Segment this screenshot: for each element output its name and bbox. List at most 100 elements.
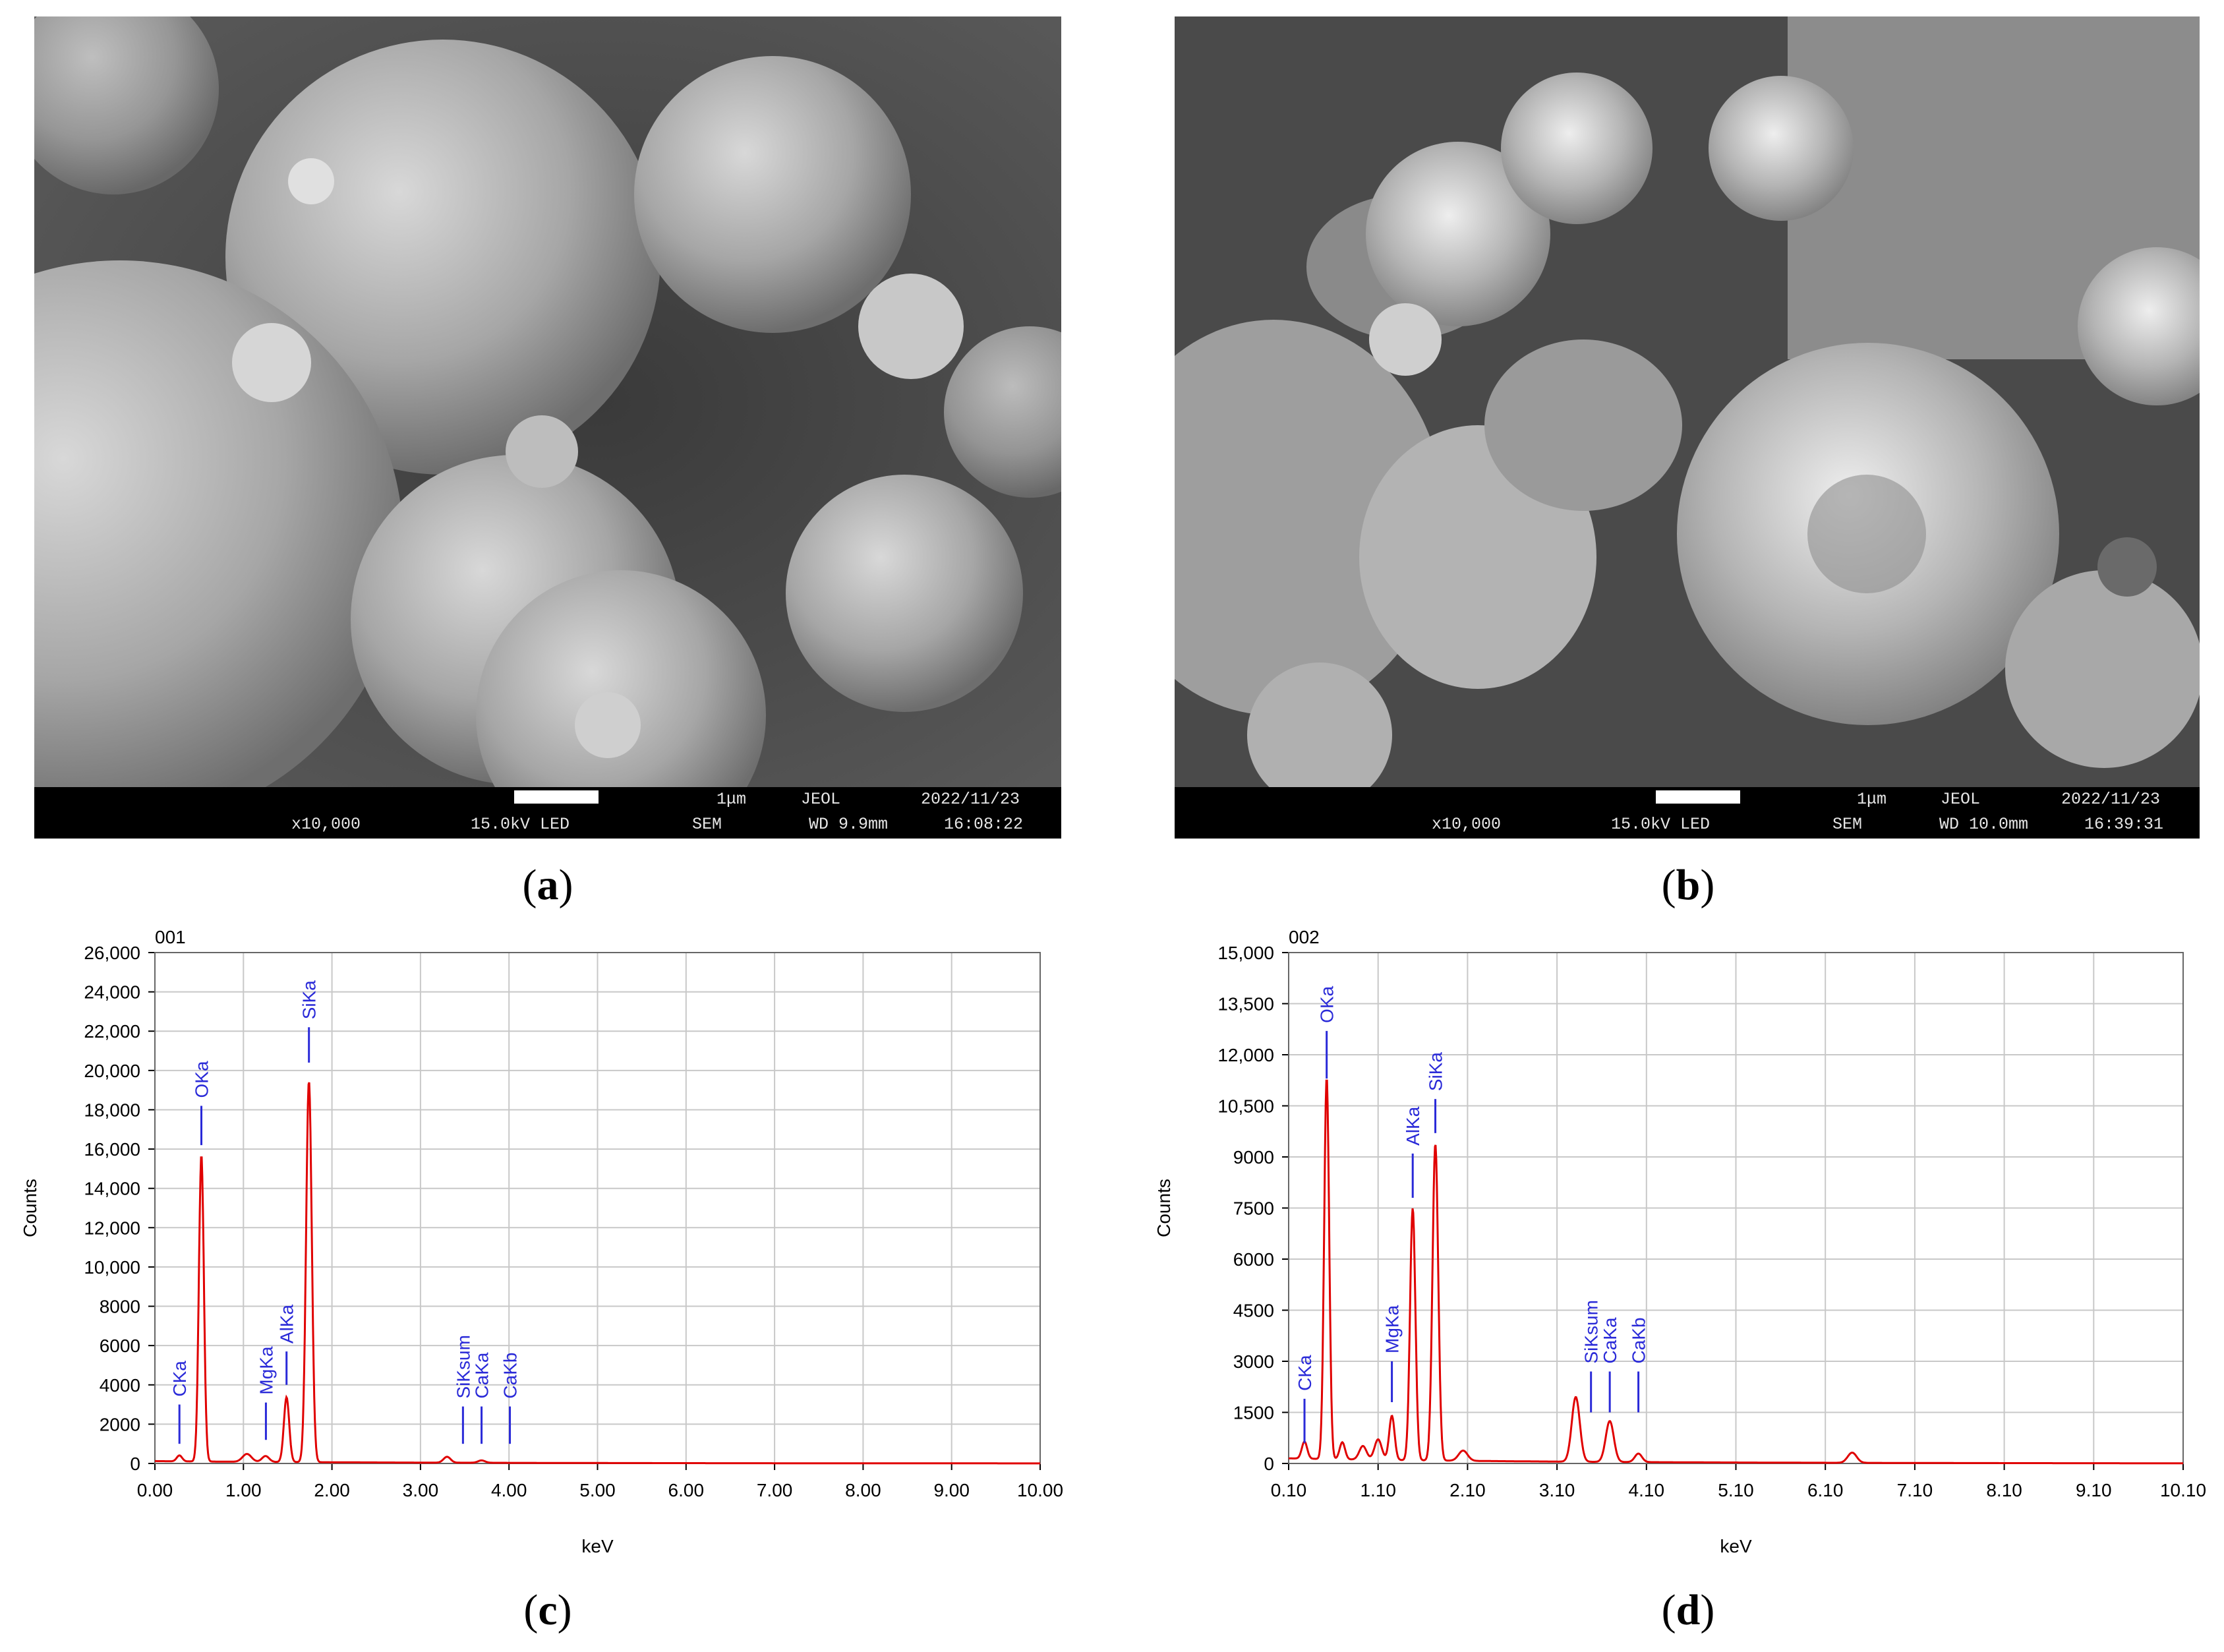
scale-text-b: 1μm (1857, 790, 1887, 809)
chart-title-c: 001 (155, 927, 186, 947)
peak-label-d: CaKb (1629, 1317, 1649, 1363)
x-tick-label-c: 4.00 (491, 1480, 527, 1500)
sem-info-bar-b: 1μm JEOL 2022/11/23 x10,000 15.0kV LED S… (1175, 787, 2200, 839)
date-a: 2022/11/23 (921, 790, 1020, 809)
y-tick-label-d: 0 (1264, 1454, 1274, 1474)
sem-image-b: 1μm JEOL 2022/11/23 x10,000 15.0kV LED S… (1175, 16, 2200, 839)
voltage-b: 15.0kV LED (1611, 815, 1711, 834)
x-axis-label-d: keV (1720, 1536, 1752, 1556)
y-tick-label-c: 12,000 (84, 1218, 140, 1238)
voltage-a: 15.0kV LED (471, 815, 570, 834)
x-tick-label-d: 7.10 (1897, 1480, 1933, 1500)
chart-title-d: 002 (1289, 927, 1320, 947)
sem-info-bar-a: 1μm JEOL 2022/11/23 x10,000 15.0kV LED S… (34, 787, 1061, 839)
peak-label-d: CKa (1295, 1355, 1315, 1391)
sem-micrograph-b (1175, 16, 2200, 788)
peak-label-d: MgKa (1382, 1305, 1403, 1353)
spectrum-line-d (1288, 1079, 2183, 1465)
peak-label-c: MgKa (256, 1346, 276, 1395)
y-axis-label-d: Counts (1154, 1179, 1174, 1237)
y-tick-label-c: 18,000 (84, 1100, 140, 1120)
x-axis-label-c: keV (581, 1536, 614, 1556)
plot-frame-d (1288, 952, 2184, 1464)
y-tick-label-c: 22,000 (84, 1021, 140, 1042)
y-tick-label-c: 6000 (100, 1336, 140, 1356)
x-tick-label-c: 10.00 (1017, 1480, 1063, 1500)
y-tick-label-c: 10,000 (84, 1257, 140, 1278)
peak-label-c: SiKsum (453, 1335, 473, 1398)
mode-b: SEM (1832, 815, 1863, 834)
mode-a: SEM (692, 815, 722, 834)
date-b: 2022/11/23 (2061, 790, 2161, 809)
peak-label-c: CKa (169, 1361, 190, 1397)
y-tick-label-d: 4500 (1233, 1301, 1274, 1321)
time-a: 16:08:22 (944, 815, 1024, 834)
x-tick-label-c: 2.00 (314, 1480, 350, 1500)
y-tick-label-c: 24,000 (84, 982, 140, 1003)
peak-label-d: AlKa (1403, 1106, 1423, 1146)
x-tick-label-d: 4.10 (1629, 1480, 1665, 1500)
peak-label-c: CaKa (472, 1352, 492, 1398)
scale-text-a: 1μm (717, 790, 747, 809)
x-tick-label-d: 3.10 (1539, 1480, 1575, 1500)
y-tick-label-d: 6000 (1233, 1249, 1274, 1270)
sem-micrograph-a (34, 16, 1061, 788)
spectrum-line-c (155, 1082, 1040, 1465)
y-tick-label-c: 8000 (100, 1297, 140, 1317)
y-tick-label-c: 0 (130, 1454, 140, 1474)
x-tick-label-c: 6.00 (668, 1480, 705, 1500)
x-tick-label-d: 0.10 (1271, 1480, 1307, 1500)
x-tick-label-d: 10.10 (2160, 1480, 2206, 1500)
wd-a: WD 9.9mm (809, 815, 889, 834)
x-tick-label-c: 9.00 (933, 1480, 970, 1500)
peak-label-c: SiKa (299, 980, 320, 1020)
mag-a: x10,000 (291, 815, 361, 834)
peak-label-d: SiKa (1426, 1052, 1446, 1092)
peak-label-d: CaKa (1600, 1317, 1620, 1363)
sem-image-a: 1μm JEOL 2022/11/23 x10,000 15.0kV LED S… (34, 16, 1061, 839)
y-tick-label-d: 12,000 (1217, 1045, 1274, 1065)
x-tick-label-d: 9.10 (2076, 1480, 2112, 1500)
y-tick-label-c: 14,000 (84, 1179, 140, 1199)
peak-label-c: CaKb (500, 1353, 521, 1399)
y-tick-label-d: 15,000 (1217, 943, 1274, 963)
y-tick-label-d: 13,500 (1217, 994, 1274, 1015)
plot-frame-c (154, 952, 1041, 1464)
wd-b: WD 10.0mm (1939, 815, 2029, 834)
peak-label-d: OKa (1317, 986, 1337, 1022)
y-tick-label-d: 1500 (1233, 1403, 1274, 1423)
y-axis-label-c: Counts (20, 1179, 40, 1237)
y-tick-label-d: 10,500 (1217, 1096, 1274, 1117)
y-tick-label-d: 3000 (1233, 1351, 1274, 1372)
x-tick-label-c: 3.00 (403, 1480, 439, 1500)
brand-a: JEOL (801, 790, 841, 809)
y-tick-label-d: 7500 (1233, 1198, 1274, 1219)
x-tick-label-c: 5.00 (579, 1480, 616, 1500)
panel-label-d: (d) (1661, 1586, 1715, 1634)
y-tick-label-d: 9000 (1233, 1147, 1274, 1167)
peak-label-d: SiKsum (1581, 1300, 1602, 1363)
panel-label-a: (a) (522, 861, 573, 909)
scale-bar-b (1656, 790, 1740, 804)
x-tick-label-d: 2.10 (1449, 1480, 1486, 1500)
x-tick-label-c: 8.00 (845, 1480, 881, 1500)
y-tick-label-c: 2000 (100, 1414, 140, 1434)
peak-label-c: OKa (192, 1061, 212, 1098)
y-tick-label-c: 4000 (100, 1375, 140, 1396)
x-tick-label-d: 6.10 (1807, 1480, 1844, 1500)
panel-label-b: (b) (1661, 861, 1715, 909)
brand-b: JEOL (1941, 790, 1981, 809)
scale-bar-a (514, 790, 599, 804)
y-tick-label-c: 26,000 (84, 943, 140, 963)
x-tick-label-d: 1.10 (1360, 1480, 1396, 1500)
y-tick-label-c: 20,000 (84, 1061, 140, 1081)
x-tick-label-c: 0.00 (137, 1480, 173, 1500)
x-tick-label-d: 5.10 (1718, 1480, 1754, 1500)
x-tick-label-c: 1.00 (225, 1480, 262, 1500)
peak-label-c: AlKa (277, 1305, 297, 1344)
panel-label-c: (c) (523, 1586, 572, 1634)
mag-b: x10,000 (1432, 815, 1502, 834)
y-tick-label-c: 16,000 (84, 1139, 140, 1160)
x-tick-label-c: 7.00 (757, 1480, 793, 1500)
x-tick-label-d: 8.10 (1986, 1480, 2022, 1500)
